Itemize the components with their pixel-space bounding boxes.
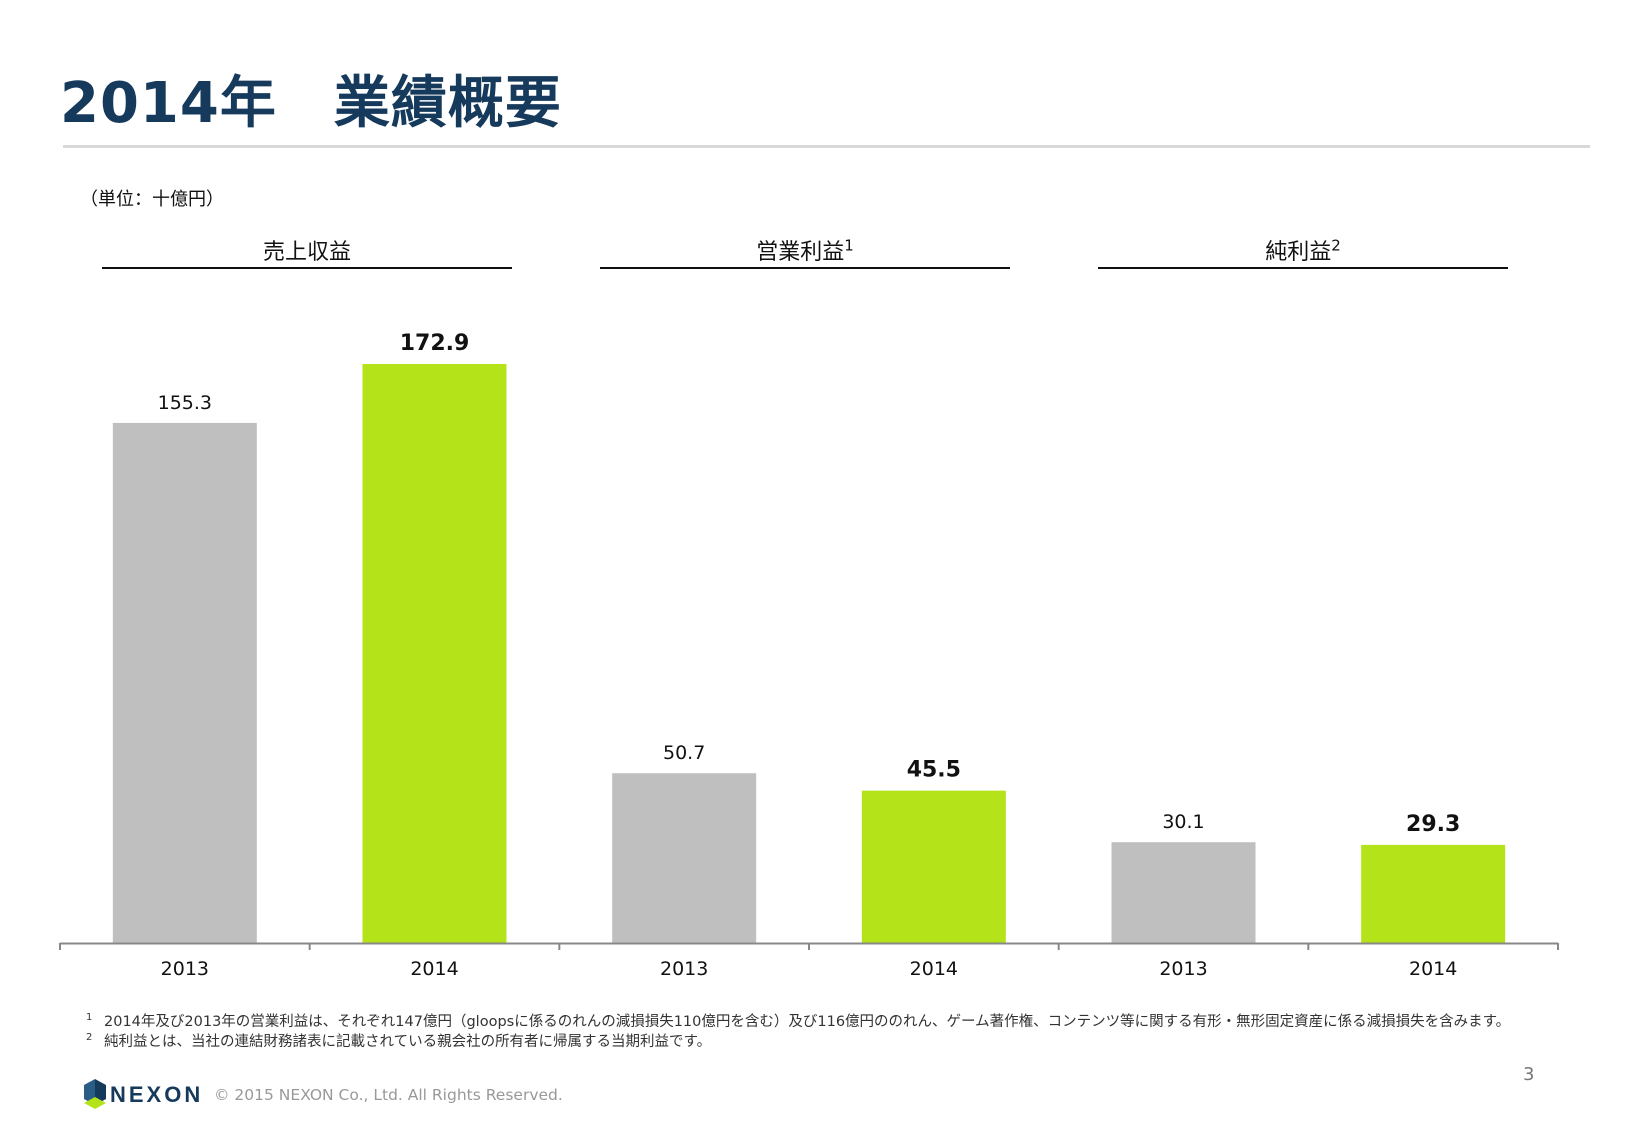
bar-value-label-1: 172.9 bbox=[400, 331, 470, 356]
group-label-operating-income: 営業利益 bbox=[756, 240, 845, 265]
footnote-1-text: 2014年及び2013年の営業利益は、それぞれ147億円（gloopsに係るのれ… bbox=[104, 1014, 1511, 1030]
brand-name: NEXON bbox=[110, 1082, 204, 1107]
bar-value-label-2: 50.7 bbox=[663, 742, 705, 764]
group-rule-revenue bbox=[102, 267, 512, 269]
bar-value-label-4: 30.1 bbox=[1162, 811, 1204, 833]
x-tick-label-0: 2013 bbox=[161, 958, 209, 980]
bar-value-label-3: 45.5 bbox=[907, 758, 961, 783]
bar-2 bbox=[612, 773, 757, 943]
x-tick-label-5: 2014 bbox=[1409, 958, 1457, 980]
title-divider bbox=[63, 145, 1590, 148]
footnote-1-mark: 1 bbox=[86, 1012, 93, 1023]
copyright: © 2015 NEXON Co., Ltd. All Rights Reserv… bbox=[214, 1086, 563, 1104]
x-tick-label-1: 2014 bbox=[410, 958, 458, 980]
group-label-revenue: 売上収益 bbox=[262, 240, 351, 265]
footer-logo: NEXON © 2015 NEXON Co., Ltd. All Rights … bbox=[82, 1075, 563, 1113]
x-tick-label-2: 2013 bbox=[660, 958, 708, 980]
bar-3 bbox=[861, 790, 1006, 943]
x-tick-label-4: 2013 bbox=[1159, 958, 1207, 980]
page-title: 2014年 業績概要 bbox=[60, 71, 562, 136]
bar-4 bbox=[1111, 842, 1256, 943]
group-header-operating-income: 営業利益1 bbox=[600, 234, 1010, 266]
bar-value-label-5: 29.3 bbox=[1406, 812, 1460, 837]
nexon-cube-icon bbox=[84, 1079, 106, 1109]
bar-1 bbox=[362, 364, 507, 943]
bar-value-label-0: 155.3 bbox=[158, 392, 212, 414]
footnote-2-mark: 2 bbox=[86, 1032, 93, 1043]
bar-0 bbox=[112, 422, 257, 943]
group-header-revenue: 売上収益 bbox=[102, 234, 512, 266]
group-sup-net-income: 2 bbox=[1331, 236, 1341, 255]
group-rule-net-income bbox=[1098, 267, 1508, 269]
footnote-2-text: 純利益とは、当社の連結財務諸表に記載されている親会社の所有者に帰属する当期利益で… bbox=[104, 1034, 712, 1050]
bar-5 bbox=[1361, 844, 1506, 943]
x-tick-label-3: 2014 bbox=[910, 958, 958, 980]
group-sup-operating-income: 1 bbox=[844, 236, 854, 255]
footnotes: 1 2014年及び2013年の営業利益は、それぞれ147億円（gloopsに係る… bbox=[86, 1012, 1566, 1052]
page-number: 3 bbox=[1523, 1064, 1535, 1085]
group-header-net-income: 純利益2 bbox=[1098, 234, 1508, 266]
footnote-1: 1 2014年及び2013年の営業利益は、それぞれ147億円（gloopsに係る… bbox=[86, 1012, 1566, 1032]
group-rule-operating-income bbox=[600, 267, 1010, 269]
footnote-2: 2 純利益とは、当社の連結財務諸表に記載されている親会社の所有者に帰属する当期利… bbox=[86, 1032, 1566, 1052]
group-label-net-income: 純利益 bbox=[1265, 240, 1332, 265]
bar-chart: 155.3 2013 172.9 2014 50.7 2013 45.5 2014 30.1 20… bbox=[59, 331, 1559, 980]
unit-label: （単位：十億円） bbox=[80, 189, 224, 210]
